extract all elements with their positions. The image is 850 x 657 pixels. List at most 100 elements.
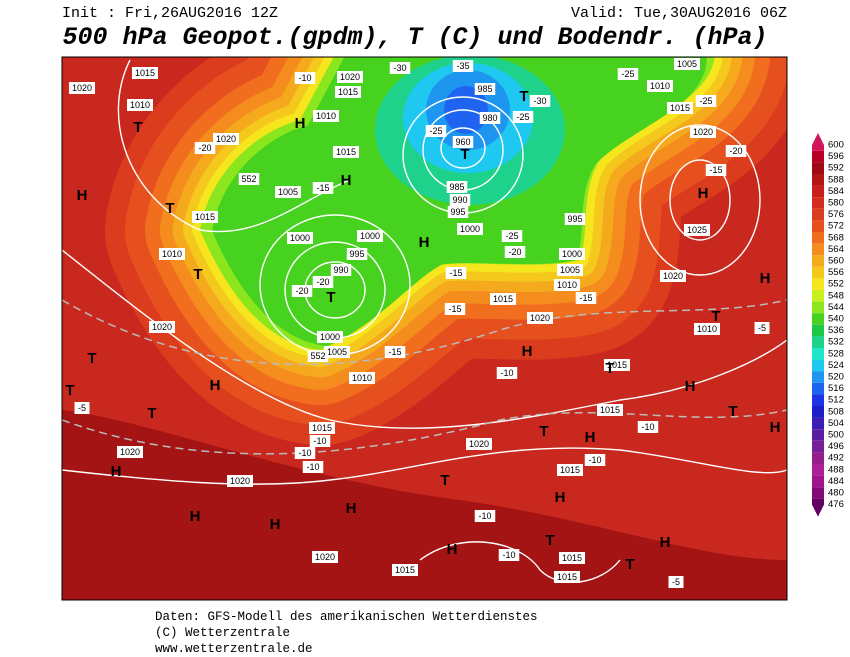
colorbar-label: 524 xyxy=(828,360,844,371)
contour-label: -10 xyxy=(500,368,513,378)
contour-label: 1020 xyxy=(120,447,140,457)
colorbar-cell xyxy=(812,429,824,441)
pressure-center: H xyxy=(585,429,596,446)
colorbar-cell xyxy=(812,440,824,453)
contour-label: 552 xyxy=(241,174,256,184)
label-box xyxy=(637,421,659,433)
colorbar-cell xyxy=(812,452,824,464)
colorbar-cell xyxy=(812,301,824,314)
contour-label: -10 xyxy=(588,455,601,465)
contour-label: 985 xyxy=(449,182,464,192)
colorbar-label: 540 xyxy=(828,314,844,325)
contour-label: 1015 xyxy=(670,103,690,113)
contour-label: 990 xyxy=(333,265,348,275)
contour-label: 1015 xyxy=(600,405,620,415)
colorbar-cell xyxy=(812,313,824,325)
contour-label: 1025 xyxy=(687,225,707,235)
label-box xyxy=(559,552,585,564)
label-box xyxy=(647,80,673,92)
contour-label: -10 xyxy=(641,422,654,432)
colorbar-label: 536 xyxy=(828,325,844,336)
label-box xyxy=(227,475,253,487)
colorbar-label: 560 xyxy=(828,256,844,267)
colorbar-cell xyxy=(812,324,824,337)
label-box xyxy=(69,82,95,94)
colorbar-cell xyxy=(812,232,824,244)
colorbar-label: 576 xyxy=(828,209,844,220)
contour-label: 995 xyxy=(349,249,364,259)
contour-label: 1015 xyxy=(312,423,332,433)
contour-label: 1005 xyxy=(560,265,580,275)
colorbar-cell xyxy=(812,220,824,232)
pressure-center: H xyxy=(660,534,671,551)
pressure-center: T xyxy=(165,200,174,217)
contour-label: 990 xyxy=(452,195,467,205)
label-box xyxy=(684,224,710,236)
label-box xyxy=(194,142,216,154)
contour-label: -20 xyxy=(316,277,329,287)
label-box xyxy=(312,276,334,288)
label-box xyxy=(705,164,727,176)
label-box xyxy=(690,126,716,138)
label-box xyxy=(357,230,383,242)
pressure-center: T xyxy=(87,350,96,367)
pressure-center: H xyxy=(770,419,781,436)
label-box xyxy=(238,173,260,185)
label-box xyxy=(317,331,343,343)
label-box xyxy=(452,136,474,148)
label-box xyxy=(479,112,501,124)
colorbar-cell xyxy=(812,475,824,488)
contour-label: -20 xyxy=(508,247,521,257)
pressure-center: T xyxy=(711,308,720,325)
contour-label: -25 xyxy=(621,69,634,79)
contour-label: 1010 xyxy=(352,373,372,383)
colorbar-cell xyxy=(812,417,824,430)
colorbar-cell xyxy=(812,487,824,499)
label-box xyxy=(554,571,580,583)
pressure-center: H xyxy=(210,377,221,394)
colorbar-label: 516 xyxy=(828,383,844,394)
contour-label: 1015 xyxy=(557,572,577,582)
label-box xyxy=(312,551,338,563)
contour-label: -10 xyxy=(502,550,515,560)
contour-label: 1020 xyxy=(469,439,489,449)
contour-label: 995 xyxy=(567,214,582,224)
contour-label: -15 xyxy=(579,293,592,303)
label-box xyxy=(389,62,411,74)
label-box xyxy=(457,223,483,235)
label-box xyxy=(324,346,350,358)
colorbar-label: 484 xyxy=(828,476,844,487)
contour-label: -30 xyxy=(393,63,406,73)
label-box xyxy=(490,293,516,305)
label-box xyxy=(474,510,496,522)
label-box xyxy=(597,404,623,416)
colorbar-label: 476 xyxy=(828,499,844,510)
colorbar-cell xyxy=(812,243,824,256)
contour-label: 995 xyxy=(450,207,465,217)
colorbar-cell xyxy=(812,371,824,383)
pressure-center: H xyxy=(522,343,533,360)
contour-label: 1020 xyxy=(530,313,550,323)
label-box xyxy=(444,303,466,315)
footer-copyright: (C) Wetterzentrale xyxy=(155,626,290,640)
colorbar-cell xyxy=(812,348,824,360)
label-box xyxy=(557,264,583,276)
contour-label: -10 xyxy=(298,73,311,83)
colorbar-cell xyxy=(812,278,824,290)
colorbar-cell xyxy=(812,266,824,279)
colorbar-label: 556 xyxy=(828,267,844,278)
pressure-center: T xyxy=(65,382,74,399)
contour-label: 1010 xyxy=(697,324,717,334)
contour-label: -5 xyxy=(672,577,680,587)
label-box xyxy=(559,248,585,260)
pressure-center: T xyxy=(440,472,449,489)
label-box xyxy=(384,346,406,358)
label-box xyxy=(309,422,335,434)
label-box xyxy=(312,182,334,194)
contour-label: 1010 xyxy=(557,280,577,290)
colorbar: 6005965925885845805765725685645605565525… xyxy=(812,133,844,517)
colorbar-label: 480 xyxy=(828,488,844,499)
contour-label: -30 xyxy=(533,96,546,106)
